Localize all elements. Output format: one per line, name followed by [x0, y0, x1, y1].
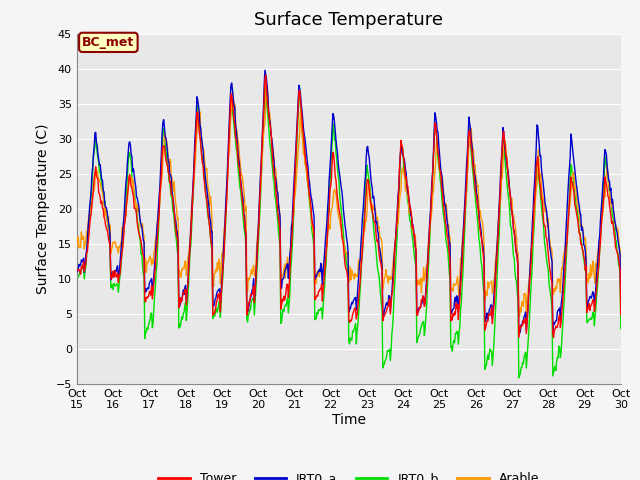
- Legend: Tower, IRT0_a, IRT0_b, Arable: Tower, IRT0_a, IRT0_b, Arable: [154, 468, 544, 480]
- Arable: [193, 141, 200, 146]
- IRT0_a: [568, 145, 576, 151]
- Text: BC_met: BC_met: [82, 36, 134, 49]
- IRT0_b: [216, 298, 223, 304]
- Tower: [515, 335, 523, 340]
- Line: Arable: Arable: [77, 84, 621, 317]
- Arable: [617, 271, 625, 277]
- IRT0_a: [73, 269, 81, 275]
- IRT0_b: [448, 344, 456, 349]
- Arable: [394, 221, 402, 227]
- Tower: [216, 289, 223, 295]
- IRT0_b: [341, 245, 349, 251]
- IRT0_a: [216, 286, 223, 292]
- IRT0_a: [515, 331, 523, 337]
- Arable: [448, 286, 456, 291]
- IRT0_b: [515, 375, 523, 381]
- Arable: [216, 261, 223, 266]
- IRT0_a: [617, 302, 625, 308]
- Tower: [262, 72, 269, 78]
- Tower: [448, 314, 456, 320]
- IRT0_b: [617, 326, 625, 332]
- Tower: [73, 268, 81, 274]
- Arable: [73, 244, 81, 250]
- IRT0_a: [193, 115, 200, 120]
- Tower: [341, 261, 349, 267]
- Tower: [394, 202, 402, 208]
- IRT0_b: [73, 275, 81, 281]
- IRT0_b: [193, 122, 200, 128]
- Y-axis label: Surface Temperature (C): Surface Temperature (C): [36, 123, 50, 294]
- Line: IRT0_a: IRT0_a: [77, 70, 621, 334]
- Line: IRT0_b: IRT0_b: [77, 88, 621, 378]
- IRT0_a: [394, 194, 402, 200]
- Tower: [568, 180, 576, 186]
- IRT0_a: [261, 67, 269, 73]
- X-axis label: Time: Time: [332, 413, 366, 427]
- IRT0_b: [568, 174, 576, 180]
- Title: Surface Temperature: Surface Temperature: [254, 11, 444, 29]
- Arable: [516, 314, 524, 320]
- Arable: [568, 173, 576, 179]
- Arable: [341, 249, 349, 255]
- IRT0_b: [261, 85, 269, 91]
- IRT0_a: [448, 311, 456, 316]
- IRT0_b: [394, 215, 402, 220]
- Line: Tower: Tower: [77, 75, 621, 337]
- IRT0_a: [341, 223, 349, 228]
- Arable: [262, 82, 270, 87]
- Tower: [617, 312, 625, 318]
- Tower: [193, 124, 200, 130]
